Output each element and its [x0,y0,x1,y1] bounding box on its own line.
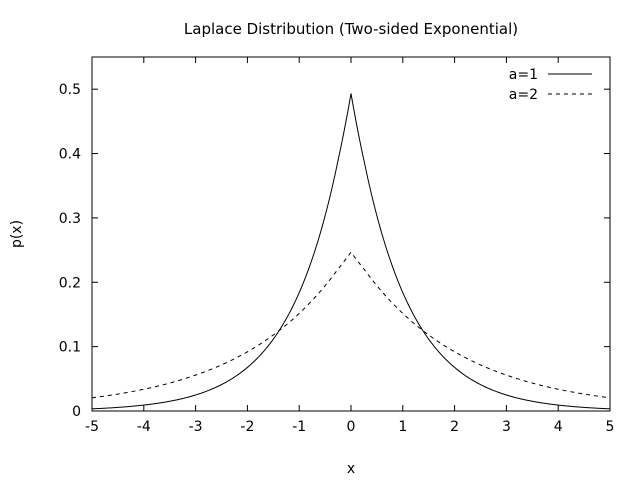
y-tick-label: 0.4 [59,147,81,163]
y-tick-label: 0.1 [59,340,81,356]
x-tick-label: -2 [240,419,254,435]
chart-title: Laplace Distribution (Two-sided Exponent… [184,20,518,38]
x-tick-label: -1 [292,419,306,435]
y-tick-label: 0.3 [59,211,81,227]
x-tick-label: 2 [450,419,459,435]
y-axis-label: p(x) [9,220,25,248]
series-line-a-1 [91,93,611,410]
y-tick-label: 0.5 [59,82,81,98]
x-tick-label: 5 [606,419,615,435]
x-tick-label: -5 [85,419,99,435]
legend: a=1a=2 [509,67,592,103]
series-layer [91,93,611,410]
ticks-layer: -5 -4 -3 -2 -1 0 1 2 3 4 5 0 0.1 0.2 0.3 0.4 0.5 [59,57,615,435]
x-tick-label: -3 [189,419,203,435]
x-tick-label: 0 [347,419,356,435]
series-line-a-2 [91,251,611,399]
legend-label: a=1 [509,67,538,83]
x-tick-label: 1 [398,419,407,435]
y-tick-label: 0 [72,404,81,420]
x-axis-label: x [347,461,355,477]
x-tick-label: -4 [137,419,151,435]
x-tick-label: 3 [502,419,511,435]
legend-label: a=2 [509,87,538,103]
y-tick-label: 0.2 [59,275,81,291]
x-tick-label: 4 [554,419,563,435]
plot-frame [91,56,611,412]
